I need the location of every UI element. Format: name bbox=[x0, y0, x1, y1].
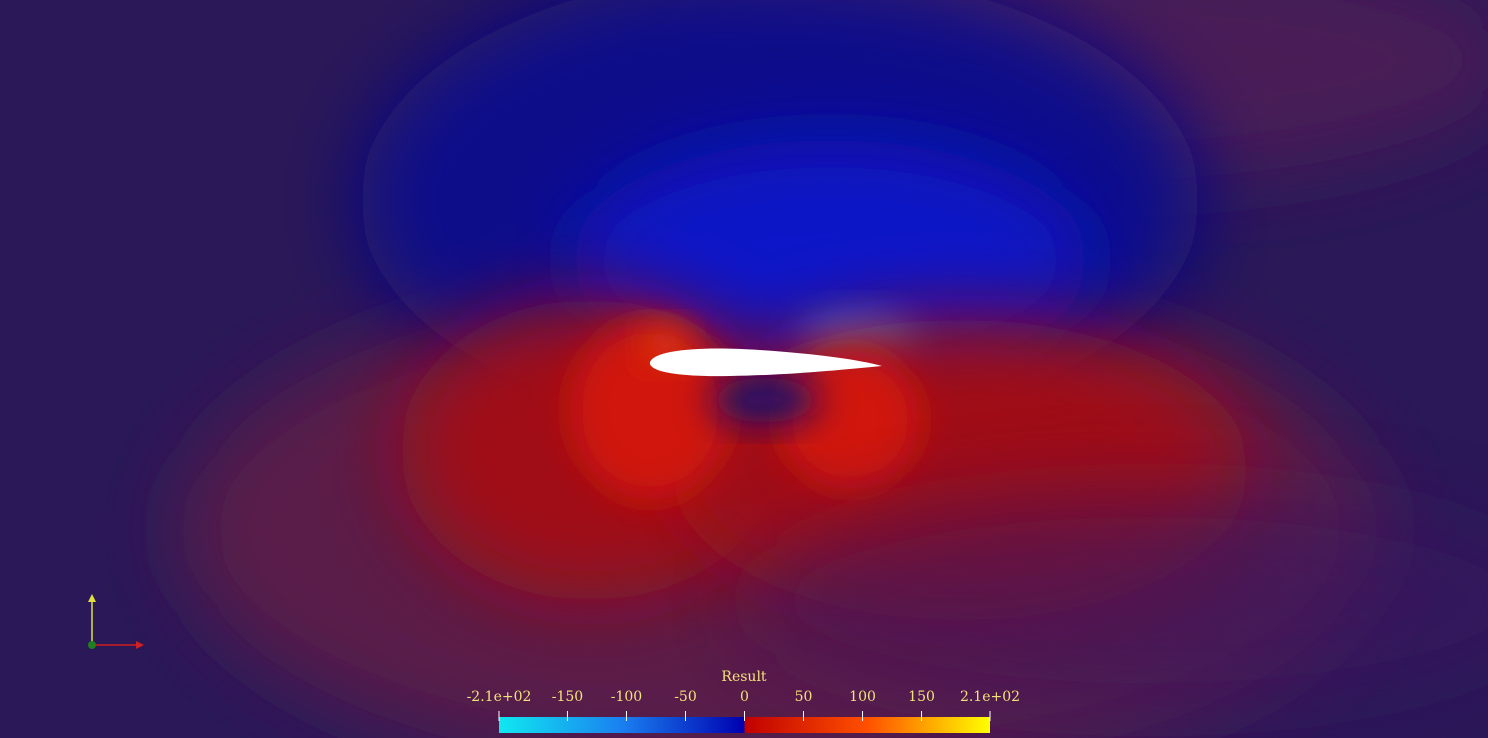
colorbar-tick-label: -100 bbox=[611, 689, 642, 705]
colorbar-tick-label: 150 bbox=[908, 689, 935, 705]
colorbar-tick-label: 50 bbox=[795, 689, 813, 705]
airfoil bbox=[649, 348, 882, 377]
colorbar-tick-label: 0 bbox=[740, 689, 749, 705]
colorbar-tick-label: -50 bbox=[674, 689, 697, 705]
colorbar-gradient bbox=[499, 717, 990, 733]
colorbar-tick-label: -150 bbox=[552, 689, 583, 705]
colorbar-title: Result bbox=[721, 669, 767, 685]
colorbar: Result -2.1e+02 -150 -100 -50 0 50 100 150 2.1e+… bbox=[467, 669, 1020, 733]
colorbar-tick-label: -2.1e+02 bbox=[467, 689, 532, 705]
colorbar-tick-label: 2.1e+02 bbox=[960, 689, 1020, 705]
colorbar-tick-label: 100 bbox=[849, 689, 876, 705]
axes-triad bbox=[88, 594, 144, 649]
